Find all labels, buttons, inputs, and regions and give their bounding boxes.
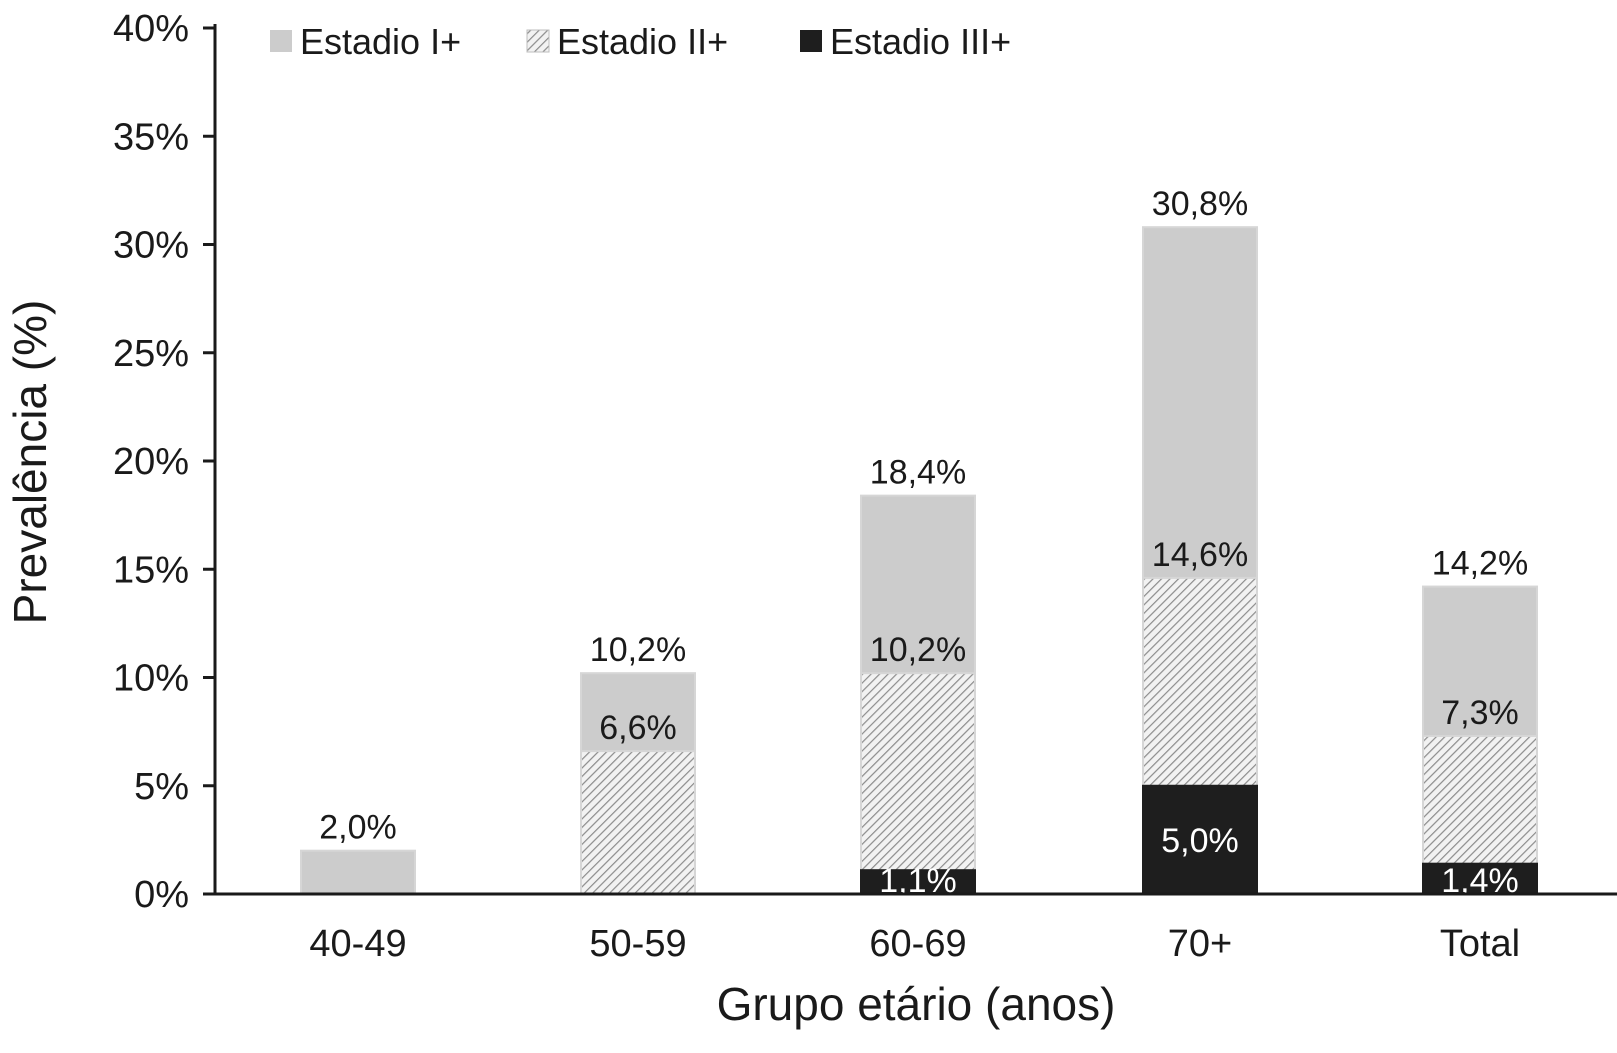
legend-swatch-estadio-ii [526,29,550,53]
y-tick-label-0: 0% [134,874,189,916]
value-label-estadio-ii-60-69: 10,2% [870,631,966,669]
x-tick-label-40-49: 40-49 [309,923,406,965]
bar-estadio-ii-60-69 [860,672,976,895]
y-axis-title: Prevalência (%) [4,300,56,625]
bar-estadio-iii-total [1422,862,1538,896]
value-label-estadio-ii-total: 7,3% [1441,694,1519,732]
y-tick-label-7: 35% [113,116,189,158]
bar-estadio-ii-50-59 [580,750,696,895]
x-tick-label-50-59: 50-59 [589,923,686,965]
y-tick-label-8: 40% [113,8,189,50]
y-tick-label-4: 20% [113,441,189,483]
legend-swatch-estadio-iii [800,30,822,52]
bar-estadio-iii-70 [1142,784,1258,895]
y-tick-label-6: 30% [113,225,189,267]
legend-label-estadio-i: Estadio I+ [300,21,461,62]
value-label-estadio-i-40-49: 2,0% [319,809,397,847]
x-tick-label-total: Total [1440,923,1520,965]
legend-label-estadio-iii: Estadio III+ [830,21,1011,62]
legend-label-estadio-ii: Estadio II+ [557,21,728,62]
bars-layer [300,226,1538,896]
x-tick-label-60-69: 60-69 [869,923,966,965]
y-tick-label-5: 25% [113,333,189,375]
legend-swatch-estadio-i [270,30,292,52]
y-tick-label-2: 10% [113,658,189,700]
value-label-estadio-i-50-59: 10,2% [590,631,686,669]
x-axis-title: Grupo etário (anos) [717,978,1116,1030]
legend: Estadio I+ Estadio II+ Estadio III+ [270,21,1011,62]
value-label-estadio-i-70: 30,8% [1152,185,1248,223]
bar-estadio-i-40-49 [300,849,416,896]
y-tick-label-1: 5% [134,766,189,808]
value-label-estadio-ii-70: 14,6% [1152,536,1248,574]
value-label-estadio-i-total: 14,2% [1432,545,1528,583]
value-label-estadio-ii-50-59: 6,6% [599,709,677,747]
value-label-estadio-i-60-69: 18,4% [870,454,966,492]
x-tick-label-70: 70+ [1168,923,1232,965]
axes-layer: 0% 5% 10% 15% 20% 25% 30% 35% 40% 40-49 50-59 60-69… [4,8,1617,1030]
value-labels-layer: 2,0% 10,2% 18,4% 30,8% 14,2% 6,6% 10,2% 14,6% 7,… [319,185,1528,900]
value-label-estadio-iii-70: 5,0% [1161,822,1239,860]
y-tick-label-3: 15% [113,549,189,591]
